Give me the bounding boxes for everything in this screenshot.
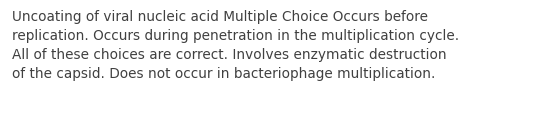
Text: Uncoating of viral nucleic acid Multiple Choice Occurs before
replication. Occur: Uncoating of viral nucleic acid Multiple…: [12, 10, 459, 81]
